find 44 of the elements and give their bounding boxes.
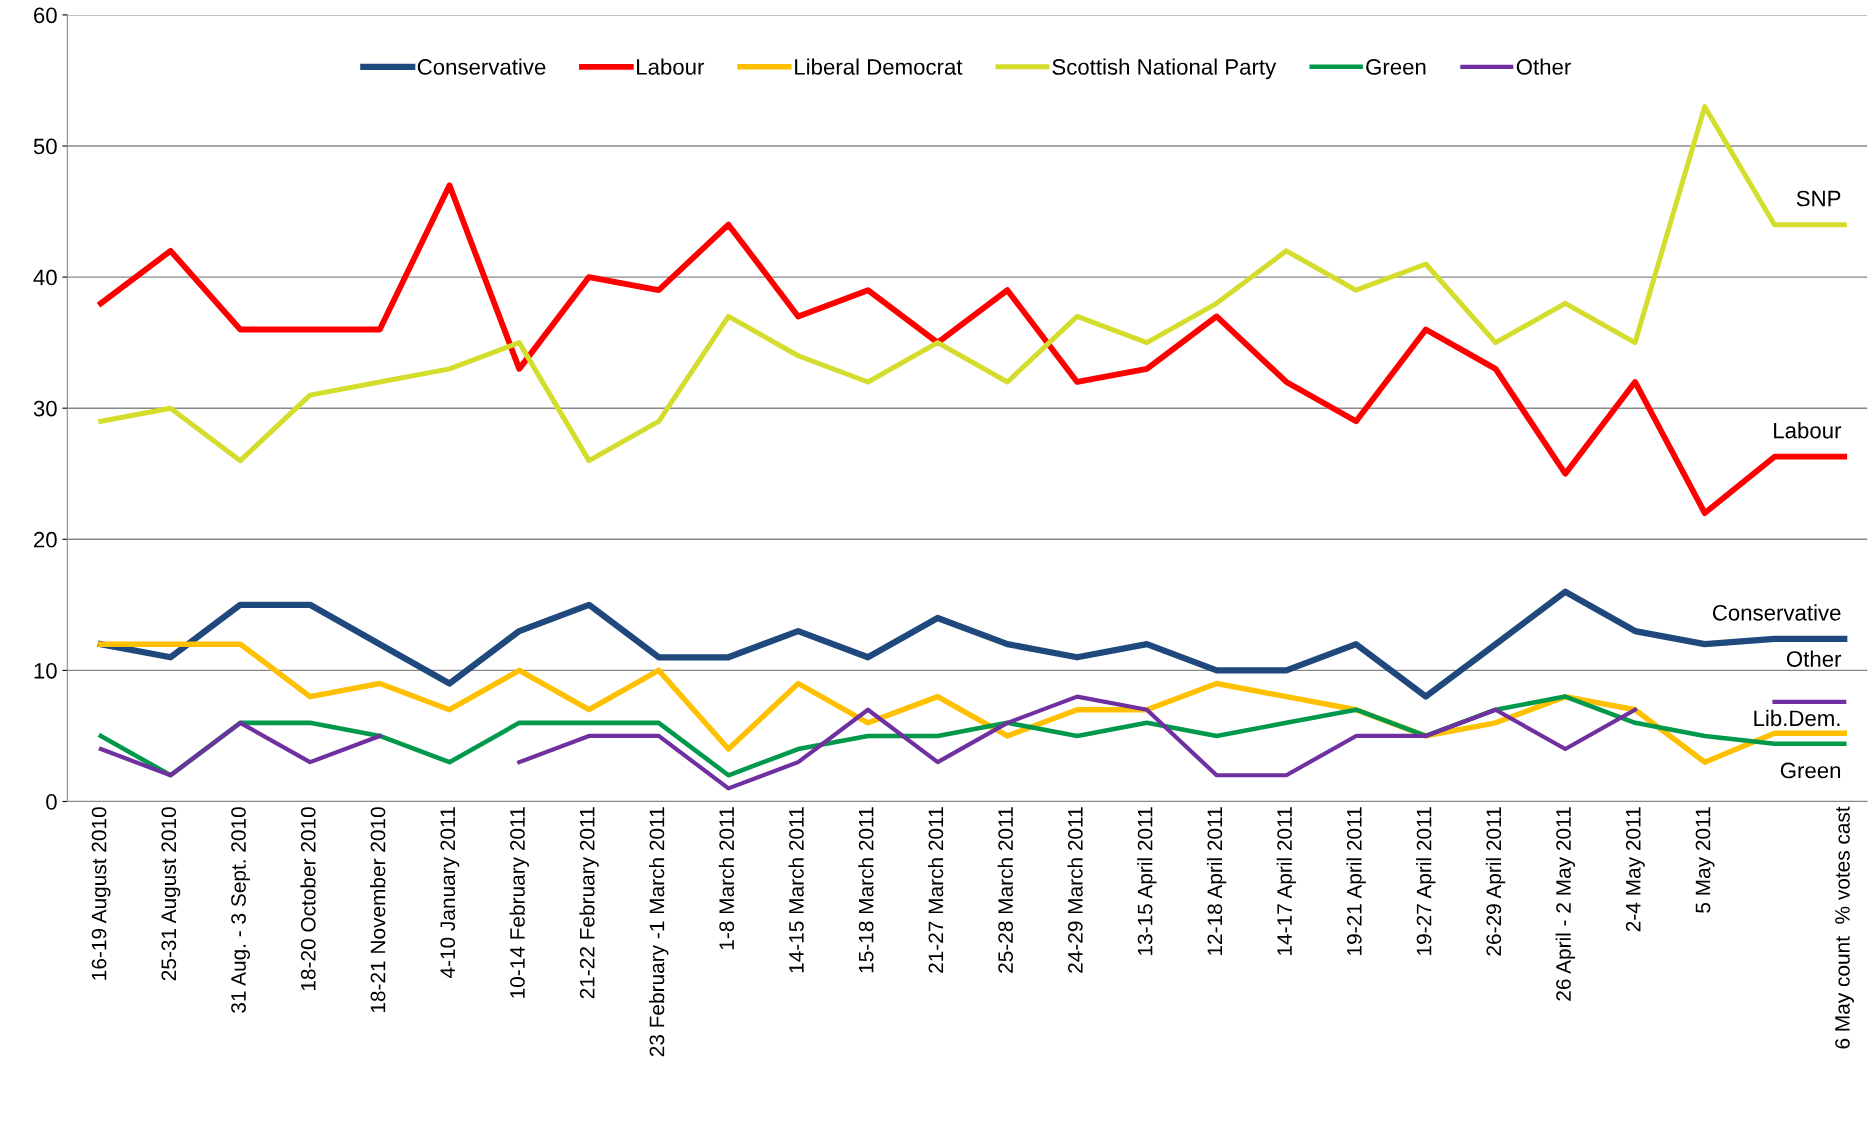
x-tick-label: 23 February -1 March 2011 <box>649 807 669 1057</box>
x-tick-label: 15-18 March 2011 <box>858 807 874 973</box>
x-tick-label: 31 Aug. - 3 Sept. 2010 <box>231 807 251 1013</box>
x-tick-label: 1-8 March 2011 <box>718 807 735 950</box>
x-tick-label: 5 May 2011 <box>1695 807 1715 913</box>
y-tick-label: 30 <box>33 400 57 417</box>
y-tick-label: 60 <box>34 7 57 24</box>
y-tick-label: 10 <box>34 662 57 679</box>
x-tick-label: 18-20 October 2010 <box>300 807 316 991</box>
y-tick-label: 40 <box>33 269 57 286</box>
x-tick-label: 14-17 April 2011 <box>1276 807 1297 955</box>
x-tick-label: 26-29 April 2011 <box>1485 807 1506 956</box>
legend-label: Labour <box>637 58 705 75</box>
x-tick-label: 12-18 April 2011 <box>1206 807 1227 955</box>
x-tick-label: 6 May count % votes cast <box>1835 806 1854 1049</box>
y-tick-label: 50 <box>33 138 57 155</box>
x-tick-label: 19-21 April 2011 <box>1346 807 1366 955</box>
x-tick-label: 14-15 March 2011 <box>788 807 804 973</box>
annotation: Conservative <box>1712 604 1841 621</box>
x-tick-label: 26 April - 2 May 2011 <box>1555 807 1576 1001</box>
x-tick-label: 25-31 August 2010 <box>161 807 181 981</box>
annotation: Labour <box>1774 422 1842 439</box>
x-tick-label: 13-15 April 2011 <box>1137 807 1157 955</box>
annotation: Lib.Dem. <box>1754 709 1840 727</box>
legend-label: Other <box>1516 58 1571 75</box>
legend-label: Liberal Democrat <box>795 58 963 75</box>
x-tick-label: 2-4 May 2011 <box>1625 807 1645 932</box>
y-tick-label: 20 <box>34 531 57 548</box>
x-tick-label: 10-14 February 2011 <box>509 807 529 998</box>
x-tick-label: 4-10 January 2011 <box>440 807 460 979</box>
legend-label: Green <box>1366 59 1426 75</box>
annotation: SNP <box>1796 190 1841 207</box>
y-tick-label: 0 <box>46 794 57 810</box>
x-tick-label: 25-28 March 2011 <box>997 807 1013 973</box>
x-tick-label: 24-29 March 2011 <box>1067 807 1083 973</box>
x-tick-label: 21-27 March 2011 <box>927 807 944 973</box>
legend-label: Conservative <box>417 58 546 75</box>
annotation: Green <box>1780 762 1841 779</box>
x-tick-label: 19-27 April 2011 <box>1416 807 1436 955</box>
legend-label: Scottish National Party <box>1052 58 1277 80</box>
annotation: Other <box>1786 650 1842 667</box>
x-tick-label: 18-21 November 2010 <box>370 807 386 1013</box>
x-tick-label: 21-22 February 2011 <box>579 807 599 999</box>
x-tick-label: 16-19 August 2010 <box>91 807 111 980</box>
